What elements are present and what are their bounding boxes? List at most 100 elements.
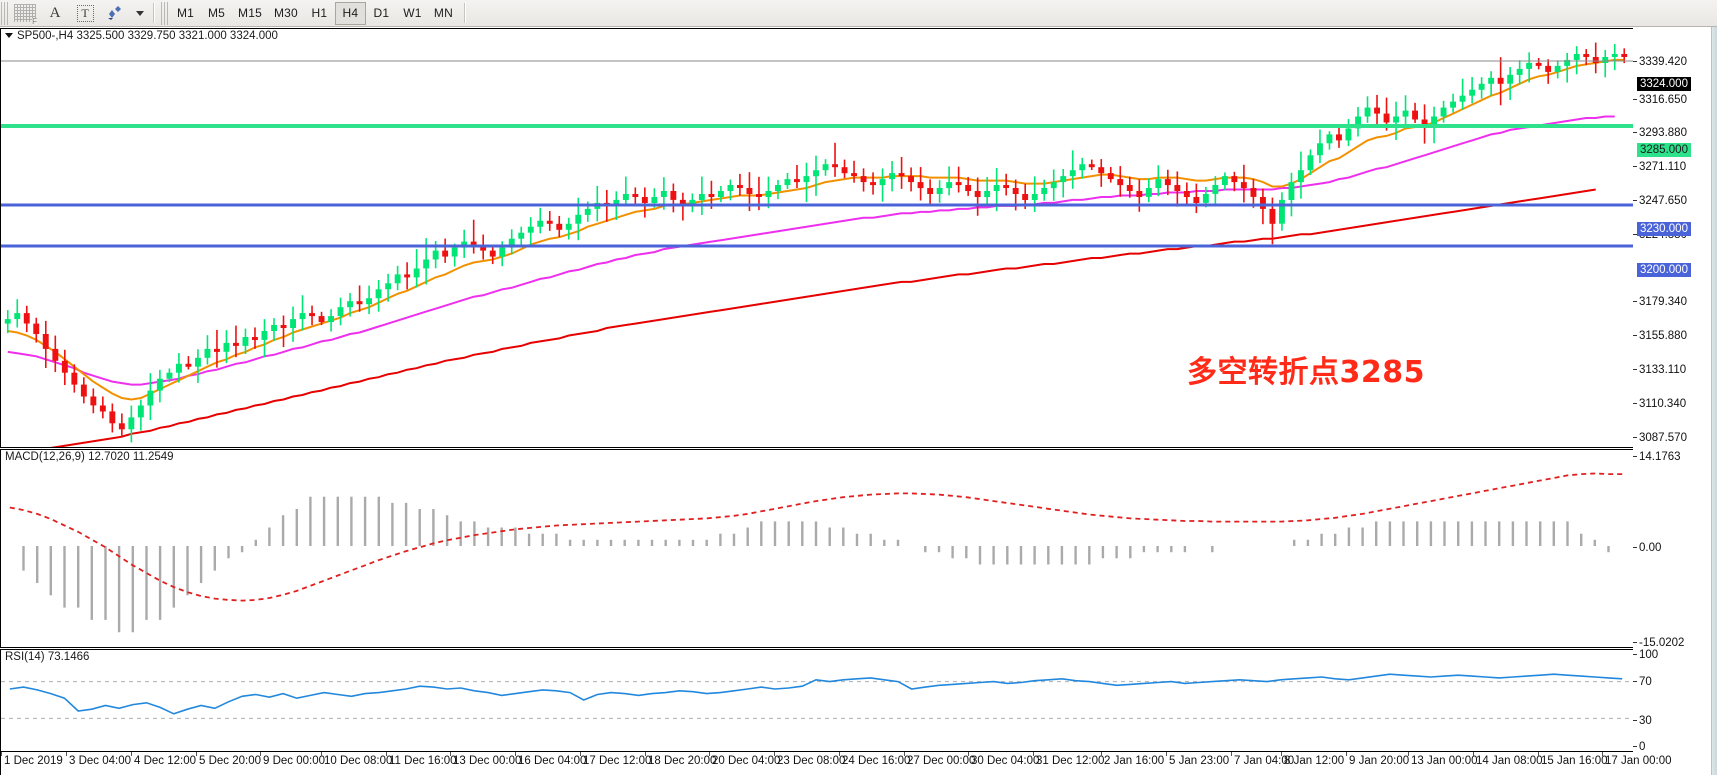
time-axis-label: 5 Jan 23:00 bbox=[1169, 755, 1230, 767]
text-label-icon[interactable]: T bbox=[71, 2, 99, 25]
timeframe-m30[interactable]: M30 bbox=[273, 6, 298, 20]
timeframe-mn[interactable]: MN bbox=[433, 6, 453, 20]
time-axis-label: 8 Jan 12:00 bbox=[1284, 755, 1345, 767]
time-axis-label: 2 Jan 16:00 bbox=[1104, 755, 1165, 767]
axis-tick-label: 3155.880 bbox=[1633, 330, 1687, 342]
axis-tick-label: -15.0202 bbox=[1633, 637, 1684, 649]
rsi-pane[interactable]: RSI(14) 73.1466 bbox=[0, 649, 1634, 752]
time-axis-tick bbox=[66, 752, 67, 756]
time-axis-tick bbox=[1346, 752, 1347, 756]
time-axis-tick bbox=[386, 752, 387, 756]
time-axis-label: 14 Jan 08:00 bbox=[1476, 755, 1543, 767]
time-axis-tick bbox=[321, 752, 322, 756]
last-price-badge[interactable]: 3324.000 bbox=[1637, 77, 1691, 91]
time-axis-label: 13 Dec 00:00 bbox=[453, 755, 522, 767]
time-axis-tick bbox=[904, 752, 905, 756]
crosshair-grid-icon[interactable] bbox=[11, 2, 39, 26]
time-axis-tick bbox=[709, 752, 710, 756]
level-3285-badge[interactable]: 3285.000 bbox=[1637, 143, 1691, 157]
timeframe-h1[interactable]: H1 bbox=[311, 6, 328, 20]
time-axis-tick bbox=[580, 752, 581, 756]
price-chart-pane[interactable]: SP500-,H4 3325.500 3329.750 3321.000 332… bbox=[0, 28, 1634, 448]
time-axis-tick bbox=[1231, 752, 1232, 756]
rsi-axis[interactable]: 100 70 30 0 bbox=[1633, 649, 1717, 753]
axis-tick-label: 70 bbox=[1633, 676, 1652, 688]
toolbar-separator bbox=[153, 3, 155, 23]
time-axis-label: 10 Dec 08:00 bbox=[324, 755, 393, 767]
time-axis-label: 20 Dec 04:00 bbox=[712, 755, 781, 767]
time-axis-label: 1 Dec 2019 bbox=[4, 755, 63, 767]
axis-tick-label: 3133.110 bbox=[1633, 364, 1686, 376]
axis-tick-label: 0 bbox=[1633, 741, 1645, 753]
text-label-glyph: T bbox=[76, 4, 94, 22]
time-axis-tick bbox=[968, 752, 969, 756]
time-axis-tick bbox=[839, 752, 840, 756]
timeframe-m15[interactable]: M15 bbox=[238, 6, 262, 20]
time-axis-tick bbox=[131, 752, 132, 756]
timeframe-d1[interactable]: D1 bbox=[373, 6, 390, 20]
time-axis-tick bbox=[1101, 752, 1102, 756]
axis-tick-label: 14.1763 bbox=[1633, 451, 1681, 463]
objects-icon[interactable] bbox=[101, 2, 129, 25]
time-axis-tick bbox=[1, 752, 2, 756]
time-axis-tick bbox=[1408, 752, 1409, 756]
price-chart-canvas bbox=[1, 42, 1633, 447]
axis-tick-label: 3271.110 bbox=[1633, 161, 1686, 173]
toolbar-grip[interactable] bbox=[1, 1, 10, 25]
timeframe-w1[interactable]: W1 bbox=[403, 6, 422, 20]
crosshair-grid-glyph bbox=[14, 4, 38, 26]
chart-toolbar: A T M1 M5 M15 M30 H1 H4 D1 W1 MN bbox=[0, 0, 1717, 27]
time-axis-tick bbox=[196, 752, 197, 756]
time-axis-tick bbox=[1166, 752, 1167, 756]
level-3230-badge[interactable]: 3230.000 bbox=[1637, 222, 1691, 236]
time-axis-label: 4 Dec 12:00 bbox=[134, 755, 197, 767]
time-axis-label: 13 Jan 00:00 bbox=[1411, 755, 1478, 767]
chevron-down-icon[interactable] bbox=[131, 2, 147, 25]
vertical-scrollbar[interactable] bbox=[1711, 27, 1717, 775]
timeframe-m5[interactable]: M5 bbox=[207, 6, 226, 20]
macd-title: MACD(12,26,9) 12.7020 11.2549 bbox=[5, 451, 174, 463]
time-axis-label: 30 Dec 04:00 bbox=[971, 755, 1040, 767]
time-axis-label: 15 Jan 16:00 bbox=[1541, 755, 1608, 767]
time-axis-label: 9 Dec 00:00 bbox=[263, 755, 326, 767]
chevron-down-icon-chart[interactable] bbox=[5, 33, 13, 39]
level-3200-badge[interactable]: 3200.000 bbox=[1637, 263, 1691, 277]
time-axis[interactable]: 1 Dec 2019 3 Dec 04:00 4 Dec 12:00 5 Dec 20… bbox=[0, 752, 1672, 775]
time-axis-label: 9 Jan 20:00 bbox=[1349, 755, 1410, 767]
toolbar-separator-2 bbox=[463, 3, 466, 23]
rsi-title: RSI(14) 73.1466 bbox=[5, 651, 90, 663]
macd-canvas bbox=[9, 472, 1623, 633]
time-axis-label: 23 Dec 08:00 bbox=[777, 755, 846, 767]
timeframe-h4[interactable]: H4 bbox=[334, 1, 366, 25]
time-axis-label: 18 Dec 20:00 bbox=[648, 755, 717, 767]
time-axis-tick bbox=[1473, 752, 1474, 756]
time-axis-label: 17 Dec 12:00 bbox=[583, 755, 652, 767]
macd-pane[interactable]: MACD(12,26,9) 12.7020 11.2549 bbox=[0, 449, 1634, 648]
time-axis-tick bbox=[645, 752, 646, 756]
time-axis-tick bbox=[450, 752, 451, 756]
timeframe-group: M1 M5 M15 M30 H1 H4 D1 W1 MN bbox=[170, 1, 459, 25]
chart-annotation-text: 多空转折点3285 bbox=[1187, 355, 1425, 390]
axis-tick-label: 3247.650 bbox=[1633, 195, 1687, 207]
rsi-canvas bbox=[1, 673, 1633, 719]
axis-tick-label: 3339.420 bbox=[1633, 56, 1687, 68]
timeframe-grip[interactable] bbox=[161, 1, 170, 25]
chevron-down-glyph bbox=[135, 10, 144, 16]
time-axis-label: 3 Dec 04:00 bbox=[69, 755, 132, 767]
timeframe-m1[interactable]: M1 bbox=[176, 6, 195, 20]
text-font-icon[interactable]: A bbox=[49, 4, 61, 21]
time-axis-tick bbox=[1538, 752, 1539, 756]
axis-tick-label: 3293.880 bbox=[1633, 127, 1687, 139]
macd-axis[interactable]: 14.1763 0.00 -15.0202 bbox=[1633, 449, 1717, 649]
time-axis-label: 17 Jan 00:00 bbox=[1605, 755, 1672, 767]
axis-tick-label: 3316.650 bbox=[1633, 94, 1687, 106]
time-axis-tick bbox=[1033, 752, 1034, 756]
price-axis[interactable]: 3339.420 3316.650 3293.880 3271.110 3247.650… bbox=[1633, 28, 1717, 477]
time-axis-label: 16 Dec 04:00 bbox=[518, 755, 587, 767]
axis-tick-label: 100 bbox=[1633, 649, 1658, 661]
time-axis-label: 11 Dec 16:00 bbox=[389, 755, 457, 767]
time-axis-label: 31 Dec 12:00 bbox=[1036, 755, 1105, 767]
time-axis-tick bbox=[1281, 752, 1282, 756]
objects-glyph bbox=[108, 6, 121, 20]
axis-tick-label: 0.00 bbox=[1633, 542, 1661, 554]
